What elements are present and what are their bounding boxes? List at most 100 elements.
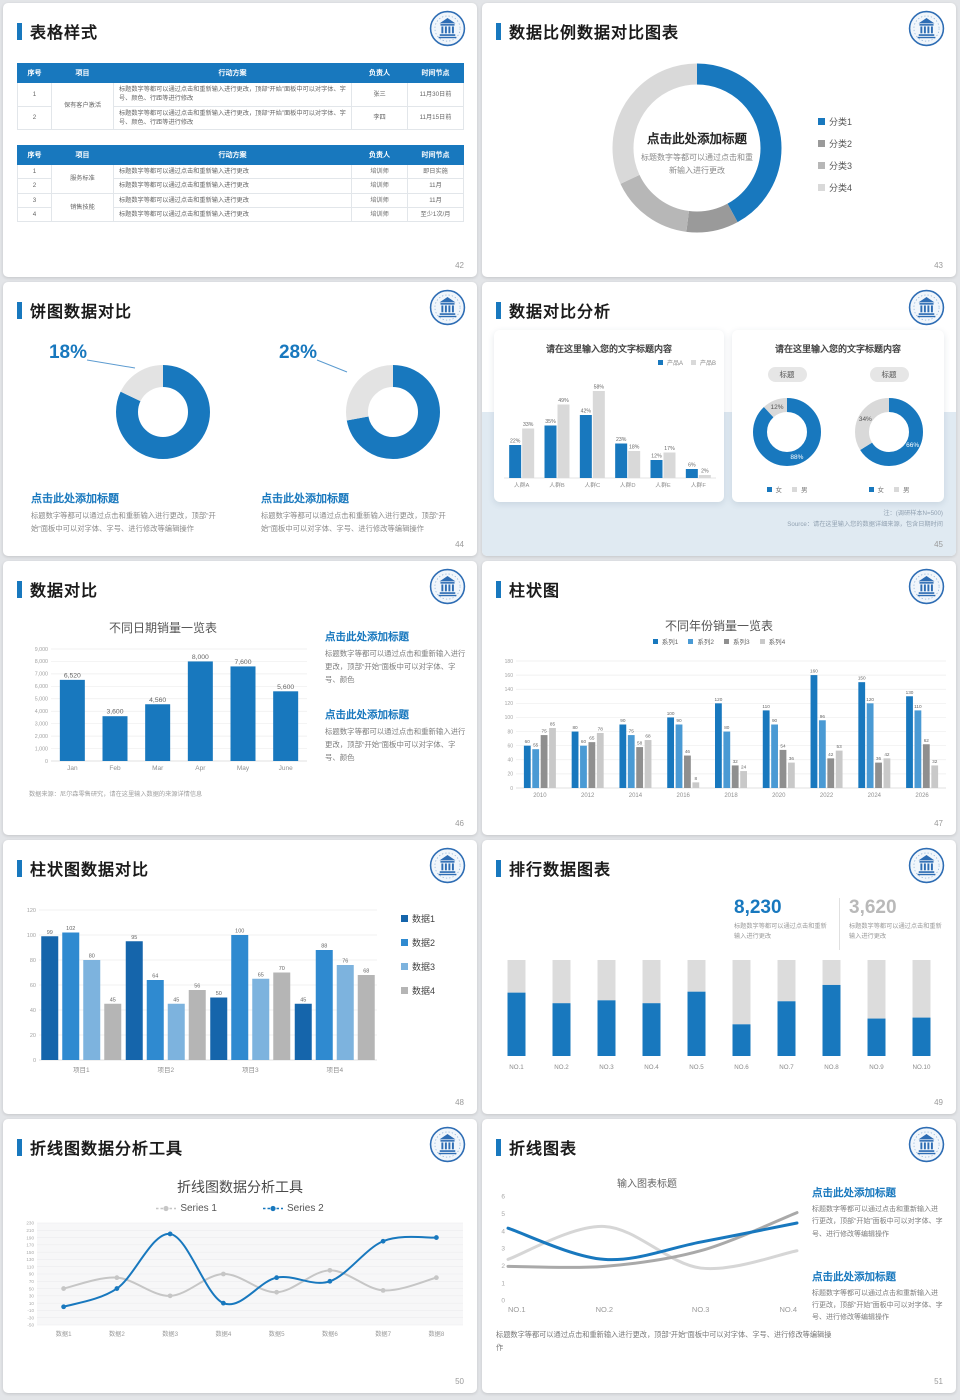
- legend-item: 男: [894, 484, 910, 494]
- title-accent-bar: [17, 580, 22, 598]
- title-accent-bar: [496, 22, 501, 40]
- stat-value: 3,620: [849, 897, 897, 918]
- x-tick-label: NO.1: [509, 1064, 524, 1071]
- slide-47-column-chart[interactable]: 柱状图 不同年份销量一览表 系列1 系列2 系列3 系列4 0 20 40 60 80 100 1…: [482, 561, 956, 835]
- slide-title: 柱状图: [509, 583, 561, 600]
- y-tick-label: 40: [30, 1008, 36, 1014]
- stacked-bar-chart: NO.1 NO.2 NO.3 NO.4 NO.5 NO.6 NO.7 NO.8 NO.9 NO.1…: [507, 960, 931, 1071]
- emblem-svg: [429, 10, 466, 47]
- x-tick-label: NO.3: [692, 1305, 710, 1314]
- table-cell: 即日实施: [407, 163, 464, 180]
- table-header-cell: 序号: [17, 145, 52, 165]
- chart-caption: 标题数字等都可以通过点击和重新输入进行更改，顶部“开始”面板中可以对字体、字号、…: [496, 1330, 832, 1352]
- y-tick-label: 210: [26, 1228, 34, 1233]
- data-point: [327, 1267, 333, 1273]
- legend-item: 分类4: [818, 181, 852, 194]
- legend-label: 系列1: [661, 639, 679, 646]
- legend-swatch: [868, 486, 874, 492]
- line-chart: -50 -30 -10 10 30 50 70 90 110 130 150 170 190 210 230…: [26, 1221, 463, 1338]
- grouped-bar-chart: 0 20 40 60 80 100 120 99 102 80 45 项目1 95 64 45 56 项目2 50…: [27, 908, 377, 1074]
- bar: [667, 717, 675, 788]
- line-series: [506, 1221, 799, 1262]
- bar-value-label: 90: [772, 718, 778, 723]
- donut-chart: [316, 359, 440, 459]
- bar: [125, 941, 143, 1060]
- legend-swatch: [894, 486, 899, 492]
- bar: [336, 965, 354, 1060]
- donut-chart-card: 请在这里输入您的文字标题内容 标题 12% 88% 女男标题 34% 66% 女男: [732, 330, 944, 502]
- legend-marker: [156, 1205, 177, 1212]
- university-emblem-logo: [908, 1126, 945, 1163]
- y-tick-label: 5,000: [35, 697, 48, 703]
- y-tick-label: 230: [26, 1221, 34, 1226]
- bar: [231, 935, 249, 1060]
- x-tick-label: Feb: [109, 765, 121, 772]
- pill-wrap: 标题: [736, 364, 838, 382]
- legend: 女男: [736, 484, 838, 494]
- table-cell: 保有客户激活: [51, 81, 114, 131]
- stat-divider: [839, 898, 840, 950]
- stat-caption: 标题数字等都可以通过点击和重新输入进行更改: [734, 923, 827, 941]
- bar: [41, 936, 59, 1060]
- y-tick-label: 130: [26, 1257, 34, 1262]
- bar: [588, 742, 596, 788]
- y-tick-label: 120: [505, 701, 514, 707]
- bar-value-label: 42: [828, 752, 834, 757]
- bar-value-label: 68: [363, 969, 369, 975]
- slide-42-table-style[interactable]: 表格样式 序号 项目 行动方案 负责人 时间节点 1 保有客户激活 标题数字等都可以通过点击和…: [3, 3, 477, 277]
- slide-50-line-chart-tool[interactable]: 折线图数据分析工具 折线图数据分析工具 Series 1 Series 2 -50…: [3, 1119, 477, 1393]
- slide-49-ranking-chart[interactable]: 排行数据图表 8,230 标题数字等都可以通过点击和重新输入进行更改 3,620 标题…: [482, 840, 956, 1114]
- line-series: [506, 1224, 799, 1271]
- bar-value-label: 32: [733, 759, 739, 764]
- page-number: 49: [934, 1098, 943, 1107]
- y-tick-label: 90: [29, 1272, 35, 1277]
- stat-item: 8,230 标题数字等都可以通过点击和重新输入进行更改: [734, 898, 830, 950]
- x-tick-label: 人群E: [655, 481, 671, 489]
- university-emblem-logo: [908, 847, 945, 884]
- donut-segment: [753, 398, 821, 466]
- slide-46-data-comparison[interactable]: 数据对比 不同日期销量一览表 0 1,000 2,000 3,000 4,000 5,00…: [3, 561, 477, 835]
- footnote-line-2: Source：请在这里输入您的数据详细来源，包含日期时间: [787, 521, 943, 529]
- bar: [357, 975, 375, 1060]
- text-block: 点击此处添加标题 标题数字等都可以通过点击和重新输入进行更改，顶部“开始”面板中可…: [325, 629, 467, 687]
- table-header-cell: 项目: [51, 145, 114, 165]
- legend: 女男: [838, 484, 940, 494]
- slide-43-donut-chart[interactable]: 数据比例数据对比图表 点击此处添加标题 标题数字等都可以通过点击和重新输入进行更…: [482, 3, 956, 277]
- table-cell: 11月: [407, 192, 464, 208]
- x-tick-label: NO.3: [599, 1064, 614, 1071]
- slide-45-comparison-analysis[interactable]: 数据对比分析 请在这里输入您的文字标题内容 产品A 产品B 22% 33% 人群A 35…: [482, 282, 956, 556]
- chart-legend: 系列1 系列2 系列3 系列4: [482, 636, 956, 646]
- x-tick-label: 2014: [629, 793, 643, 799]
- bar-segment-blue: [912, 1017, 931, 1056]
- x-tick-label: 2022: [820, 793, 834, 799]
- data-point: [433, 1275, 439, 1281]
- y-tick-label: 30: [29, 1294, 35, 1299]
- y-tick-label: 0: [45, 759, 48, 765]
- y-tick-label: -50: [27, 1323, 34, 1328]
- line-chart: 0 1 2 3 4 5 6 NO.1 NO.2 NO.3 NO.4: [501, 1194, 799, 1314]
- bar: [922, 744, 930, 788]
- bar: [731, 765, 739, 788]
- y-tick-label: 120: [27, 908, 36, 914]
- table-header-cell: 序号: [17, 63, 52, 83]
- page-number: 44: [455, 540, 464, 549]
- donut-chart: [86, 359, 210, 459]
- bar: [252, 978, 270, 1060]
- stat-item: 3,620 标题数字等都可以通过点击和重新输入进行更改: [849, 898, 945, 950]
- y-tick-label: 1,000: [35, 746, 48, 752]
- bar-value-label: 78: [598, 726, 604, 731]
- slide-title: 柱状图数据对比: [30, 862, 150, 879]
- chart-legend: 数据1 数据2 数据3 数据4: [401, 912, 435, 1008]
- bar: [723, 731, 731, 788]
- slide-title: 数据比例数据对比图表: [509, 25, 680, 42]
- emblem-svg: [908, 10, 945, 47]
- donut-chart: 12% 88%: [753, 398, 821, 466]
- bar: [684, 755, 691, 788]
- bar-value-label: 45: [173, 997, 179, 1003]
- bar: [230, 666, 256, 761]
- slide-51-line-chart[interactable]: 折线图表 输入图表标题 0 1 2 3 4 5 6 NO.1 NO.2 NO.3 NO.4 标题数字…: [482, 1119, 956, 1393]
- slide-44-pie-comparison[interactable]: 饼图数据对比 18% 点击此处添加标题 标题数字等都可以通过点击和重新输入进行更改，…: [3, 282, 477, 556]
- bar: [188, 990, 206, 1060]
- callout-line: [316, 359, 348, 373]
- slide-48-column-comparison[interactable]: 柱状图数据对比 0 20 40 60 80 100 120 99 102 80 45 项目1 95 64 4…: [3, 840, 477, 1114]
